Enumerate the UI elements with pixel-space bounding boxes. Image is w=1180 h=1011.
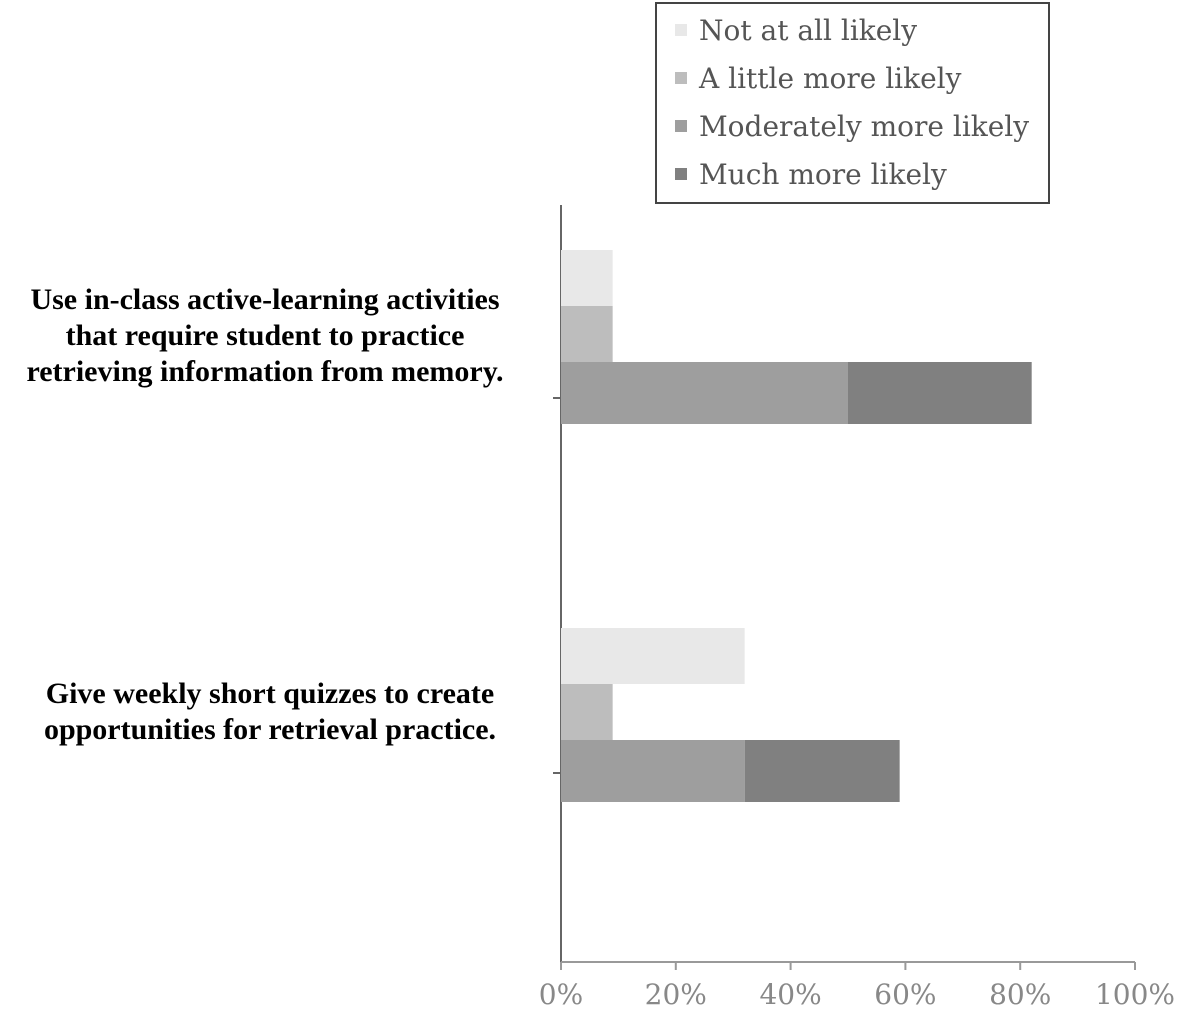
category-label-line: opportunities for retrieval practice. — [43, 713, 497, 746]
legend-label: Moderately more likely — [699, 109, 1030, 143]
x-tick-label: 40% — [759, 978, 822, 1011]
bar-not-at-all-likely-cat2 — [561, 628, 745, 684]
legend-swatch-moderately-more-likely — [675, 120, 687, 132]
category-label-weekly-quizzes: Give weekly short quizzes to create oppo… — [0, 676, 540, 748]
legend-swatch-a-little-more-likely — [675, 72, 687, 84]
category-label-line: Give weekly short quizzes to create — [45, 677, 495, 710]
bar-moderately-more-likely-cat2 — [561, 740, 745, 802]
legend-item-much-more-likely: Much more likely — [675, 154, 947, 194]
x-tick-label: 100% — [1094, 978, 1176, 1011]
category-label-line: Use in-class active-learning activities — [30, 283, 500, 316]
x-tick-label: 0% — [538, 978, 584, 1011]
bar-moderately-more-likely-cat1 — [561, 362, 848, 424]
x-tick-label: 80% — [989, 978, 1052, 1011]
legend-label: Much more likely — [699, 157, 947, 191]
x-tick-label: 60% — [874, 978, 937, 1011]
category-label-line: retrieving information from memory. — [26, 355, 504, 388]
legend-item-not-at-all-likely: Not at all likely — [675, 10, 917, 50]
category-label-line: that require student to practice — [65, 319, 465, 352]
category-label-active-learning: Use in-class active-learning activities … — [0, 282, 530, 390]
bar-a-little-more-likely-cat1 — [561, 306, 613, 362]
bar-a-little-more-likely-cat2 — [561, 684, 613, 740]
legend-swatch-much-more-likely — [675, 168, 687, 180]
bar-not-at-all-likely-cat1 — [561, 250, 613, 306]
legend-label: A little more likely — [699, 61, 962, 95]
bar-much-more-likely-cat1 — [848, 362, 1032, 424]
legend-swatch-not-at-all-likely — [675, 24, 687, 36]
x-tick-label: 20% — [644, 978, 707, 1011]
legend-item-moderately-more-likely: Moderately more likely — [675, 106, 1029, 146]
legend-item-a-little-more-likely: A little more likely — [675, 58, 961, 98]
chart-legend: Not at all likely A little more likely M… — [655, 2, 1050, 204]
legend-label: Not at all likely — [699, 13, 918, 47]
bar-much-more-likely-cat2 — [744, 740, 900, 802]
